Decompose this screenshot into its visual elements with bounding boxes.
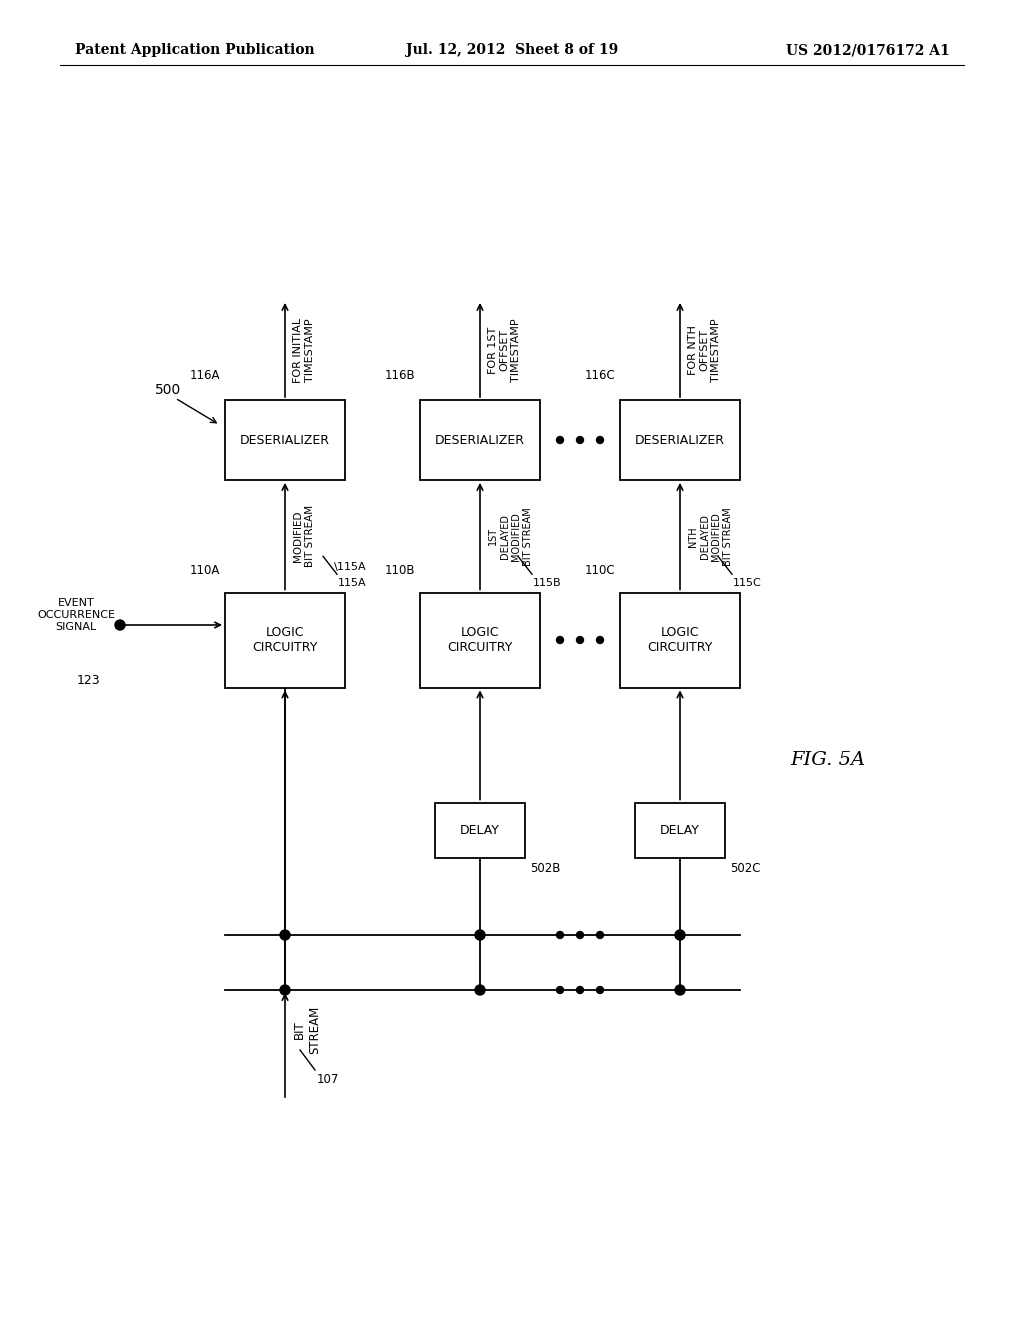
Text: 115C: 115C (733, 578, 762, 589)
Text: 116B: 116B (384, 370, 415, 381)
Text: 500: 500 (155, 383, 181, 397)
Circle shape (577, 986, 584, 994)
Circle shape (577, 932, 584, 939)
Circle shape (280, 931, 290, 940)
Circle shape (577, 437, 584, 444)
Text: 110A: 110A (189, 565, 220, 578)
Circle shape (475, 985, 485, 995)
Circle shape (556, 437, 563, 444)
Bar (225, 593, 345, 688)
Text: US 2012/0176172 A1: US 2012/0176172 A1 (786, 44, 950, 57)
Text: 110B: 110B (384, 565, 415, 578)
Circle shape (556, 932, 563, 939)
Bar (620, 400, 740, 480)
Bar (420, 593, 540, 688)
Text: BIT
STREAM: BIT STREAM (293, 1006, 321, 1055)
Circle shape (577, 636, 584, 644)
Text: Patent Application Publication: Patent Application Publication (75, 44, 314, 57)
Text: LOGIC
CIRCUITRY: LOGIC CIRCUITRY (252, 626, 317, 653)
Circle shape (597, 437, 603, 444)
Text: 123: 123 (77, 673, 100, 686)
Text: LOGIC
CIRCUITRY: LOGIC CIRCUITRY (447, 626, 513, 653)
Circle shape (597, 636, 603, 644)
Text: 115B: 115B (534, 578, 561, 589)
Text: DESERIALIZER: DESERIALIZER (635, 433, 725, 446)
Bar (435, 803, 525, 858)
Circle shape (280, 985, 290, 995)
Text: Jul. 12, 2012  Sheet 8 of 19: Jul. 12, 2012 Sheet 8 of 19 (406, 44, 618, 57)
Text: LOGIC
CIRCUITRY: LOGIC CIRCUITRY (647, 626, 713, 653)
Bar (420, 400, 540, 480)
Text: 502B: 502B (530, 862, 560, 875)
Text: 1ST
DELAYED
MODIFIED
BIT STREAM: 1ST DELAYED MODIFIED BIT STREAM (488, 507, 532, 566)
Text: FOR NTH
OFFSET
TIMESTAMP: FOR NTH OFFSET TIMESTAMP (688, 318, 721, 381)
Text: $\backslash$115A: $\backslash$115A (333, 560, 368, 573)
Bar (225, 400, 345, 480)
Circle shape (597, 986, 603, 994)
Text: 107: 107 (317, 1073, 339, 1086)
Text: DESERIALIZER: DESERIALIZER (240, 433, 330, 446)
Circle shape (675, 931, 685, 940)
Circle shape (556, 636, 563, 644)
Text: MODIFIED
BIT STREAM: MODIFIED BIT STREAM (293, 506, 314, 568)
Text: 116C: 116C (585, 370, 615, 381)
Text: NTH
DELAYED
MODIFIED
BIT STREAM: NTH DELAYED MODIFIED BIT STREAM (688, 507, 733, 566)
Text: DESERIALIZER: DESERIALIZER (435, 433, 525, 446)
Text: 116A: 116A (189, 370, 220, 381)
Text: EVENT
OCCURRENCE
SIGNAL: EVENT OCCURRENCE SIGNAL (37, 598, 115, 631)
Text: DELAY: DELAY (460, 824, 500, 837)
Text: 115A: 115A (338, 578, 367, 589)
Bar (635, 803, 725, 858)
Circle shape (475, 931, 485, 940)
Circle shape (556, 986, 563, 994)
Text: DELAY: DELAY (660, 824, 700, 837)
Circle shape (597, 932, 603, 939)
Circle shape (115, 620, 125, 630)
Text: 110C: 110C (585, 565, 615, 578)
Bar (620, 593, 740, 688)
Circle shape (675, 985, 685, 995)
Text: FIG. 5A: FIG. 5A (790, 751, 865, 770)
Text: FOR INITIAL
TIMESTAMP: FOR INITIAL TIMESTAMP (293, 317, 314, 383)
Text: 502C: 502C (730, 862, 761, 875)
Text: FOR 1ST
OFFSET
TIMESTAMP: FOR 1ST OFFSET TIMESTAMP (488, 318, 521, 381)
